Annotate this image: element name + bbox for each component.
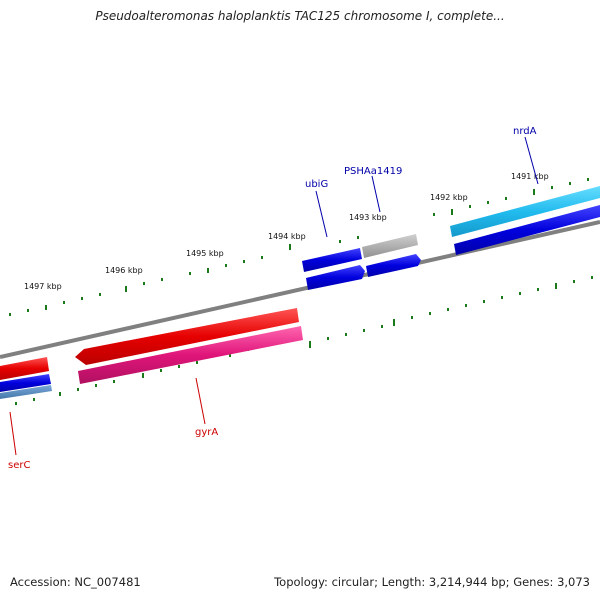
tick-label: 1492 kbp [430, 193, 468, 202]
gene-serC-blue-track[interactable] [0, 374, 51, 392]
gene-blue-inner-b[interactable] [366, 254, 421, 277]
tick-label: 1491 kbp [511, 172, 549, 181]
tick-label: 1494 kbp [268, 232, 306, 241]
gene-nrdA-inner-track[interactable] [454, 205, 600, 255]
reverse-features [0, 205, 600, 399]
gene-label-PSHAa1419[interactable]: PSHAa1419 [344, 166, 402, 177]
gene-label-serC[interactable]: serC [8, 460, 30, 471]
gene-label-ubiG[interactable]: ubiG [305, 179, 328, 190]
tick-label: 1496 kbp [105, 266, 143, 275]
label-leaders [9, 136, 539, 456]
gene-serC-steel-track[interactable] [0, 385, 52, 399]
topology-text: Topology: circular; Length: 3,214,944 bp… [274, 575, 590, 589]
tick-label: 1497 kbp [24, 282, 62, 291]
map-title: Pseudoalteromonas haloplanktis TAC125 ch… [95, 9, 505, 23]
gene-labels: nrdA PSHAa1419 ubiG gyrA serC [8, 126, 537, 471]
gene-PSHAa1419-track[interactable] [362, 234, 418, 258]
accession-text: Accession: NC_007481 [10, 575, 141, 589]
tick-label: 1493 kbp [349, 213, 387, 222]
gene-label-nrdA[interactable]: nrdA [513, 126, 537, 137]
upper-tick-ring [9, 178, 589, 316]
chromosome-backbone [0, 220, 600, 359]
forward-features [0, 186, 600, 380]
gene-red-large-track[interactable] [75, 308, 299, 365]
lower-tick-ring [15, 276, 593, 405]
gene-blue-inner-a[interactable] [306, 265, 365, 290]
scale-labels: 1491 kbp 1492 kbp 1493 kbp 1494 kbp 1495… [24, 172, 549, 291]
gene-gyrA-track[interactable] [78, 326, 303, 384]
gene-nrdA-track[interactable] [450, 186, 600, 237]
gene-label-gyrA[interactable]: gyrA [195, 427, 218, 438]
gene-serC-upper-track[interactable] [0, 357, 49, 380]
gene-ubiG-track[interactable] [302, 248, 362, 272]
tick-label: 1495 kbp [186, 249, 224, 258]
